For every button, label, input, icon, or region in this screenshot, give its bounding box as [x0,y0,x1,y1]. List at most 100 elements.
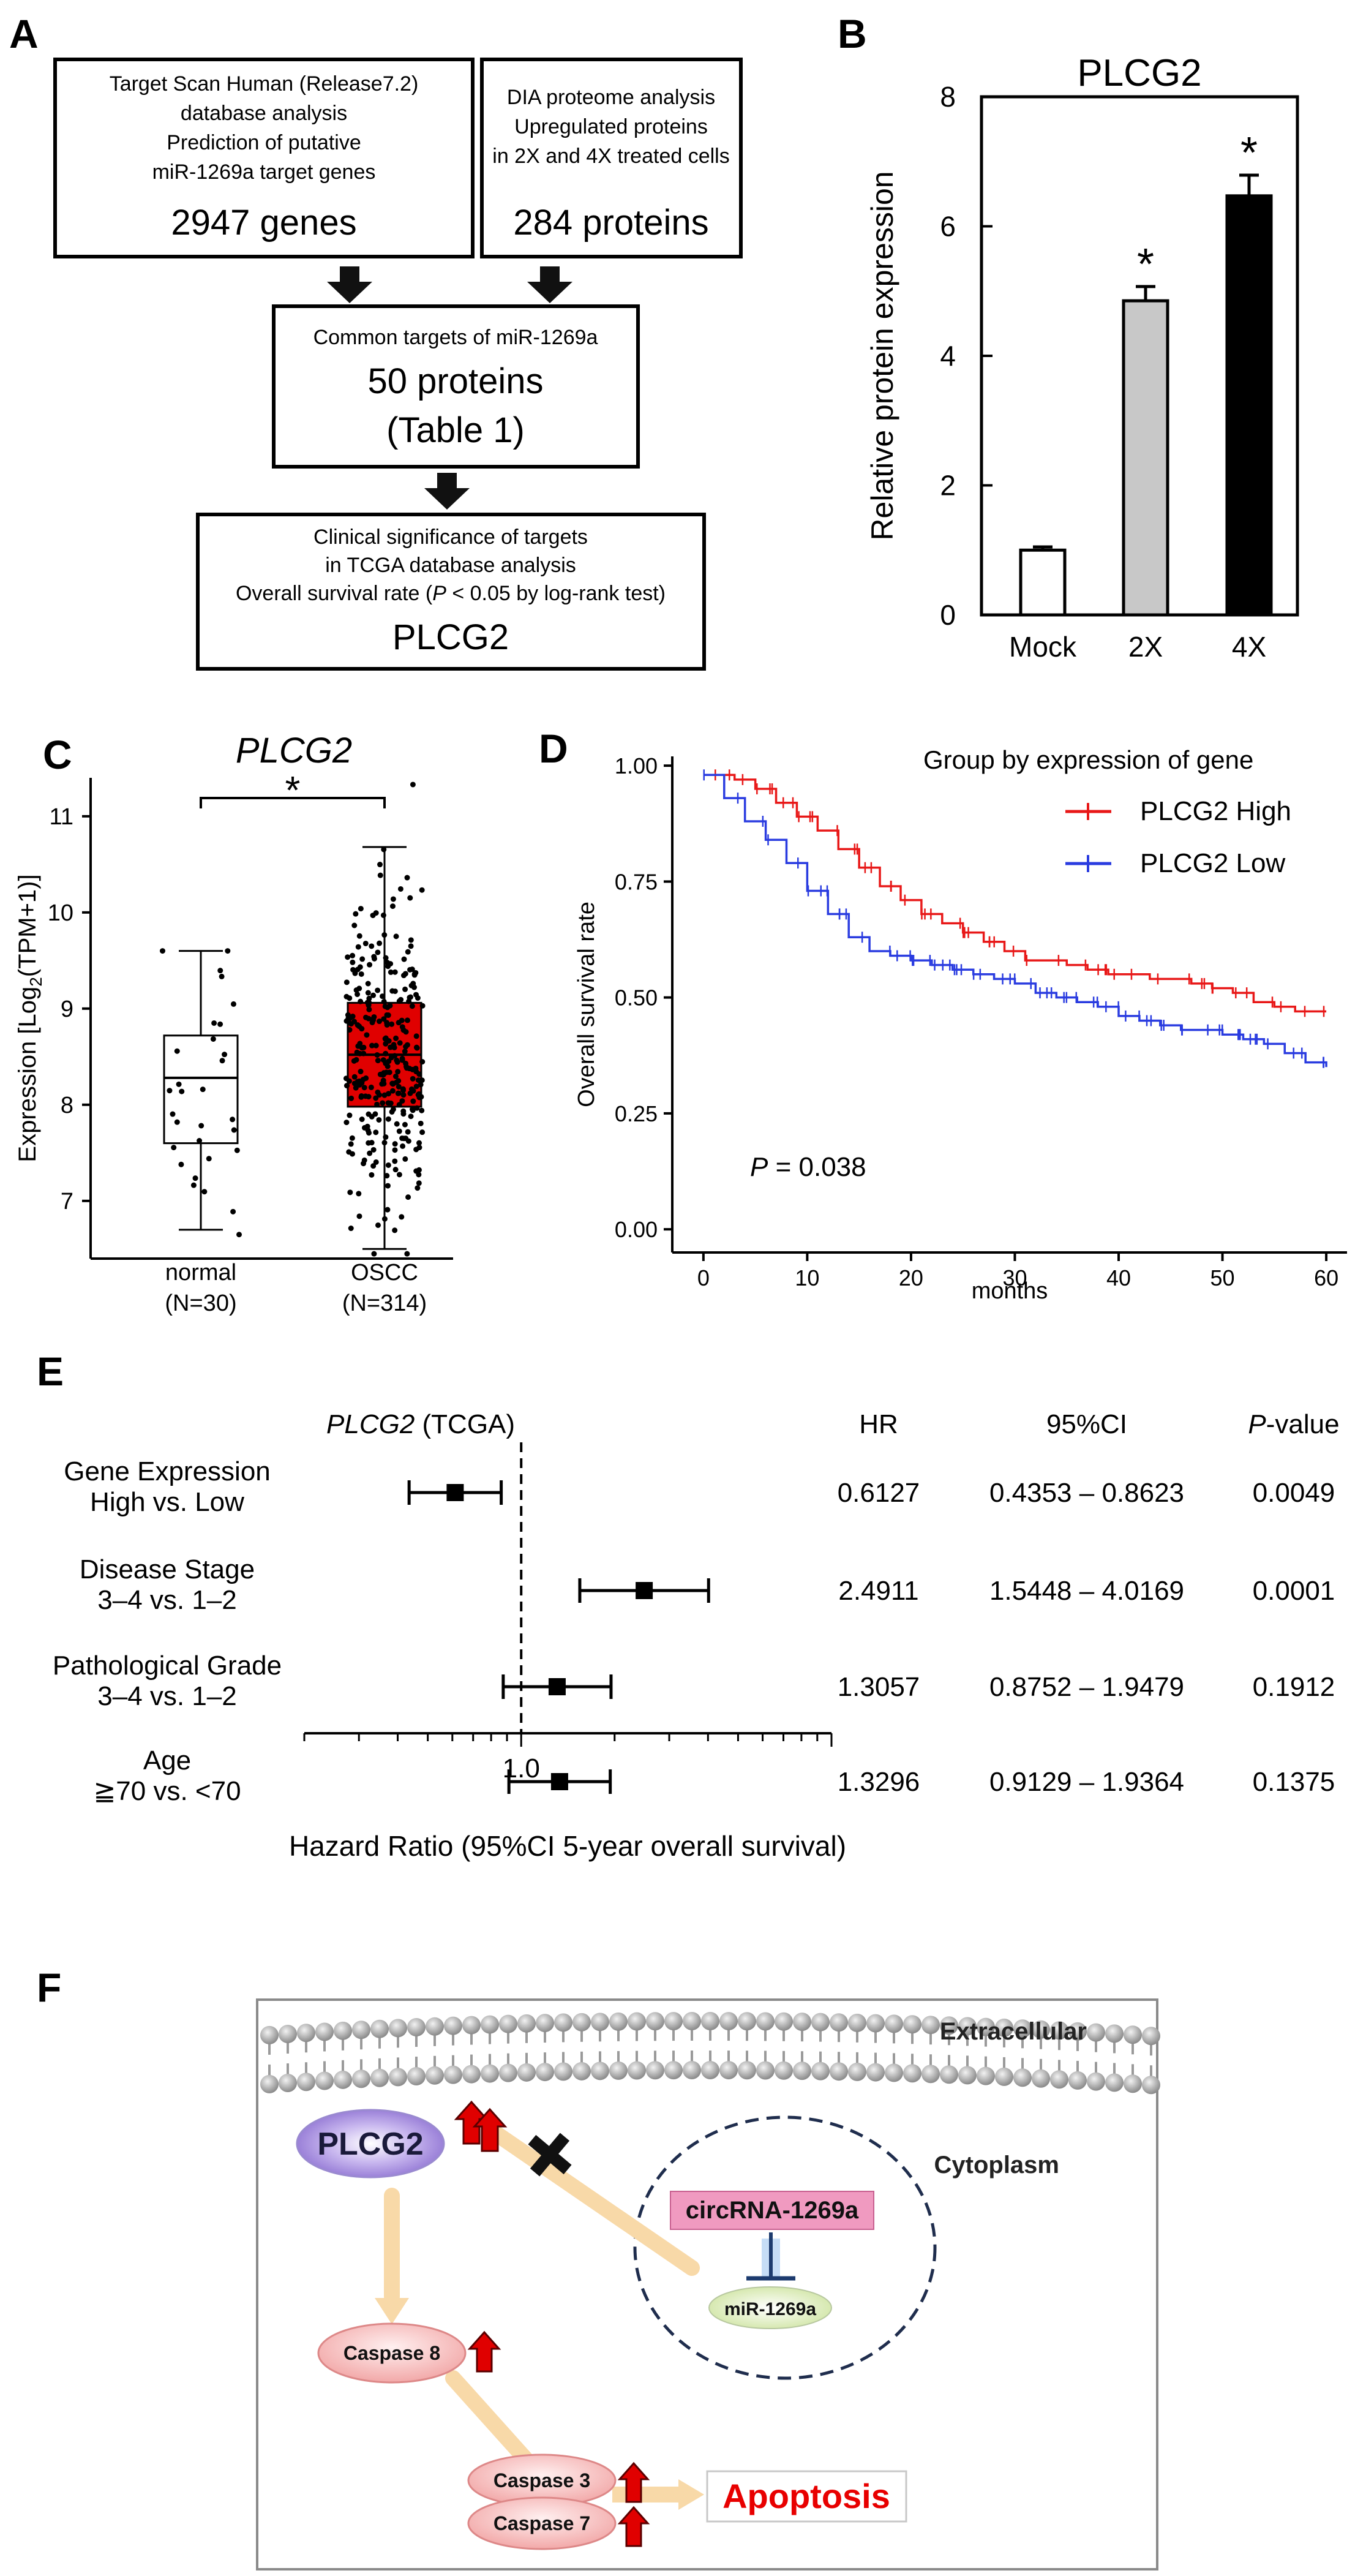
mirna-inhibition-path [485,2123,700,2276]
x-tick-label: 60 [1314,1265,1338,1290]
box-dia-line2: Upregulated proteins [514,115,708,138]
data-point [348,1226,354,1232]
lipid-head [554,2013,572,2032]
km-plot: 0.00 0.25 0.50 0.75 1.00 0 10 20 30 40 50 60 months O… [574,745,1347,1304]
data-point [413,1147,419,1153]
box-common-line1: Common targets of miR-1269a [313,326,598,349]
y-tick-label: 0.25 [615,1101,658,1126]
hr-value: 1.3057 [838,1672,920,1702]
data-point [366,1006,372,1012]
box-clinical-line1: Clinical significance of targets [313,525,588,549]
lipid-head [444,2016,462,2035]
lipid-head [885,2014,903,2033]
data-point [159,948,165,954]
caspase7-up-icon [617,2506,650,2547]
data-point [409,1106,415,1112]
data-point [345,954,351,960]
data-point [355,944,361,950]
ci-value: 0.4353 – 0.8623 [989,1478,1184,1508]
lipid-head [1068,2022,1087,2041]
data-point [358,906,364,912]
data-point [390,896,396,902]
data-point [414,1105,420,1111]
data-point [390,1081,396,1087]
y-axis-label: Expression [Log2(TPM+1)] [14,874,45,1162]
y-tick-label: 0.00 [615,1217,658,1242]
panel-label-c: C [43,732,72,777]
data-point [404,1017,410,1023]
data-point [388,969,394,975]
data-point [343,1075,349,1082]
data-point [400,1143,406,1149]
data-point [353,987,359,993]
data-point [167,1088,173,1094]
data-point [415,1077,421,1083]
data-point [362,940,369,946]
data-point [350,959,356,965]
lipid-head [1105,2024,1124,2043]
data-point [190,1182,197,1188]
caspase7-label: Caspase 7 [493,2512,590,2534]
lipid-head [1032,2069,1050,2088]
lipid-head [775,2012,793,2031]
data-point [389,1088,396,1094]
lipid-head [499,2063,517,2082]
data-point [176,1081,182,1087]
data-point [211,1020,217,1026]
data-point [413,970,419,976]
data-point [369,1042,375,1049]
row-sublabel: 3–4 vs. 1–2 [97,1585,237,1615]
hr-point [550,1773,568,1790]
p-value: 0.1375 [1253,1767,1335,1797]
circrna-node [670,2191,874,2230]
data-point [351,1074,358,1080]
data-point [393,1035,399,1041]
data-point [392,1073,399,1079]
lipid-head [664,2012,683,2031]
lipid-head [701,2012,719,2031]
data-point [401,956,407,962]
data-point [351,922,358,928]
y-tick-label: 8 [61,1093,73,1118]
apoptosis-box [706,2470,907,2523]
caspase8-up-icon [467,2330,501,2373]
data-point [374,1101,380,1107]
box-dia-line1: DIA proteome analysis [507,86,715,109]
box-targetscan-count: 2947 genes [171,203,356,243]
caspase3-label: Caspase 3 [493,2469,590,2491]
caspase3-up-icon [617,2461,650,2503]
data-point [415,1185,421,1191]
lipid-head [811,2062,830,2081]
data-point [358,971,364,977]
p-value-symbol: P [750,1152,768,1182]
lipid-head [646,2061,664,2080]
lipid-head [499,2014,517,2033]
box-clinical-result: PLCG2 [392,617,509,657]
data-point [408,982,415,989]
p-value: 0.0049 [1253,1478,1335,1508]
data-point [377,862,383,868]
row-sublabel: ≧70 vs. <70 [93,1776,241,1806]
circrna-label: circRNA-1269a [686,2197,859,2224]
lipid-head [1050,2070,1068,2089]
data-point [388,961,394,967]
data-point [348,1021,354,1027]
data-point [370,1163,377,1169]
data-point [358,1094,364,1100]
data-point [402,1121,408,1128]
box-targetscan-line2: database analysis [181,102,347,125]
data-point [413,992,419,998]
data-point [174,1119,180,1125]
y-axis-label: Relative protein expression [865,171,899,540]
x-axis-label: months [972,1278,1048,1304]
lipid-head [756,2012,775,2031]
data-point [381,846,387,853]
data-point [198,1123,205,1129]
data-point [349,1135,355,1141]
lipid-head [481,2015,499,2034]
data-point [406,998,412,1004]
data-point [402,986,408,992]
data-point [370,992,377,998]
data-point [350,952,356,958]
